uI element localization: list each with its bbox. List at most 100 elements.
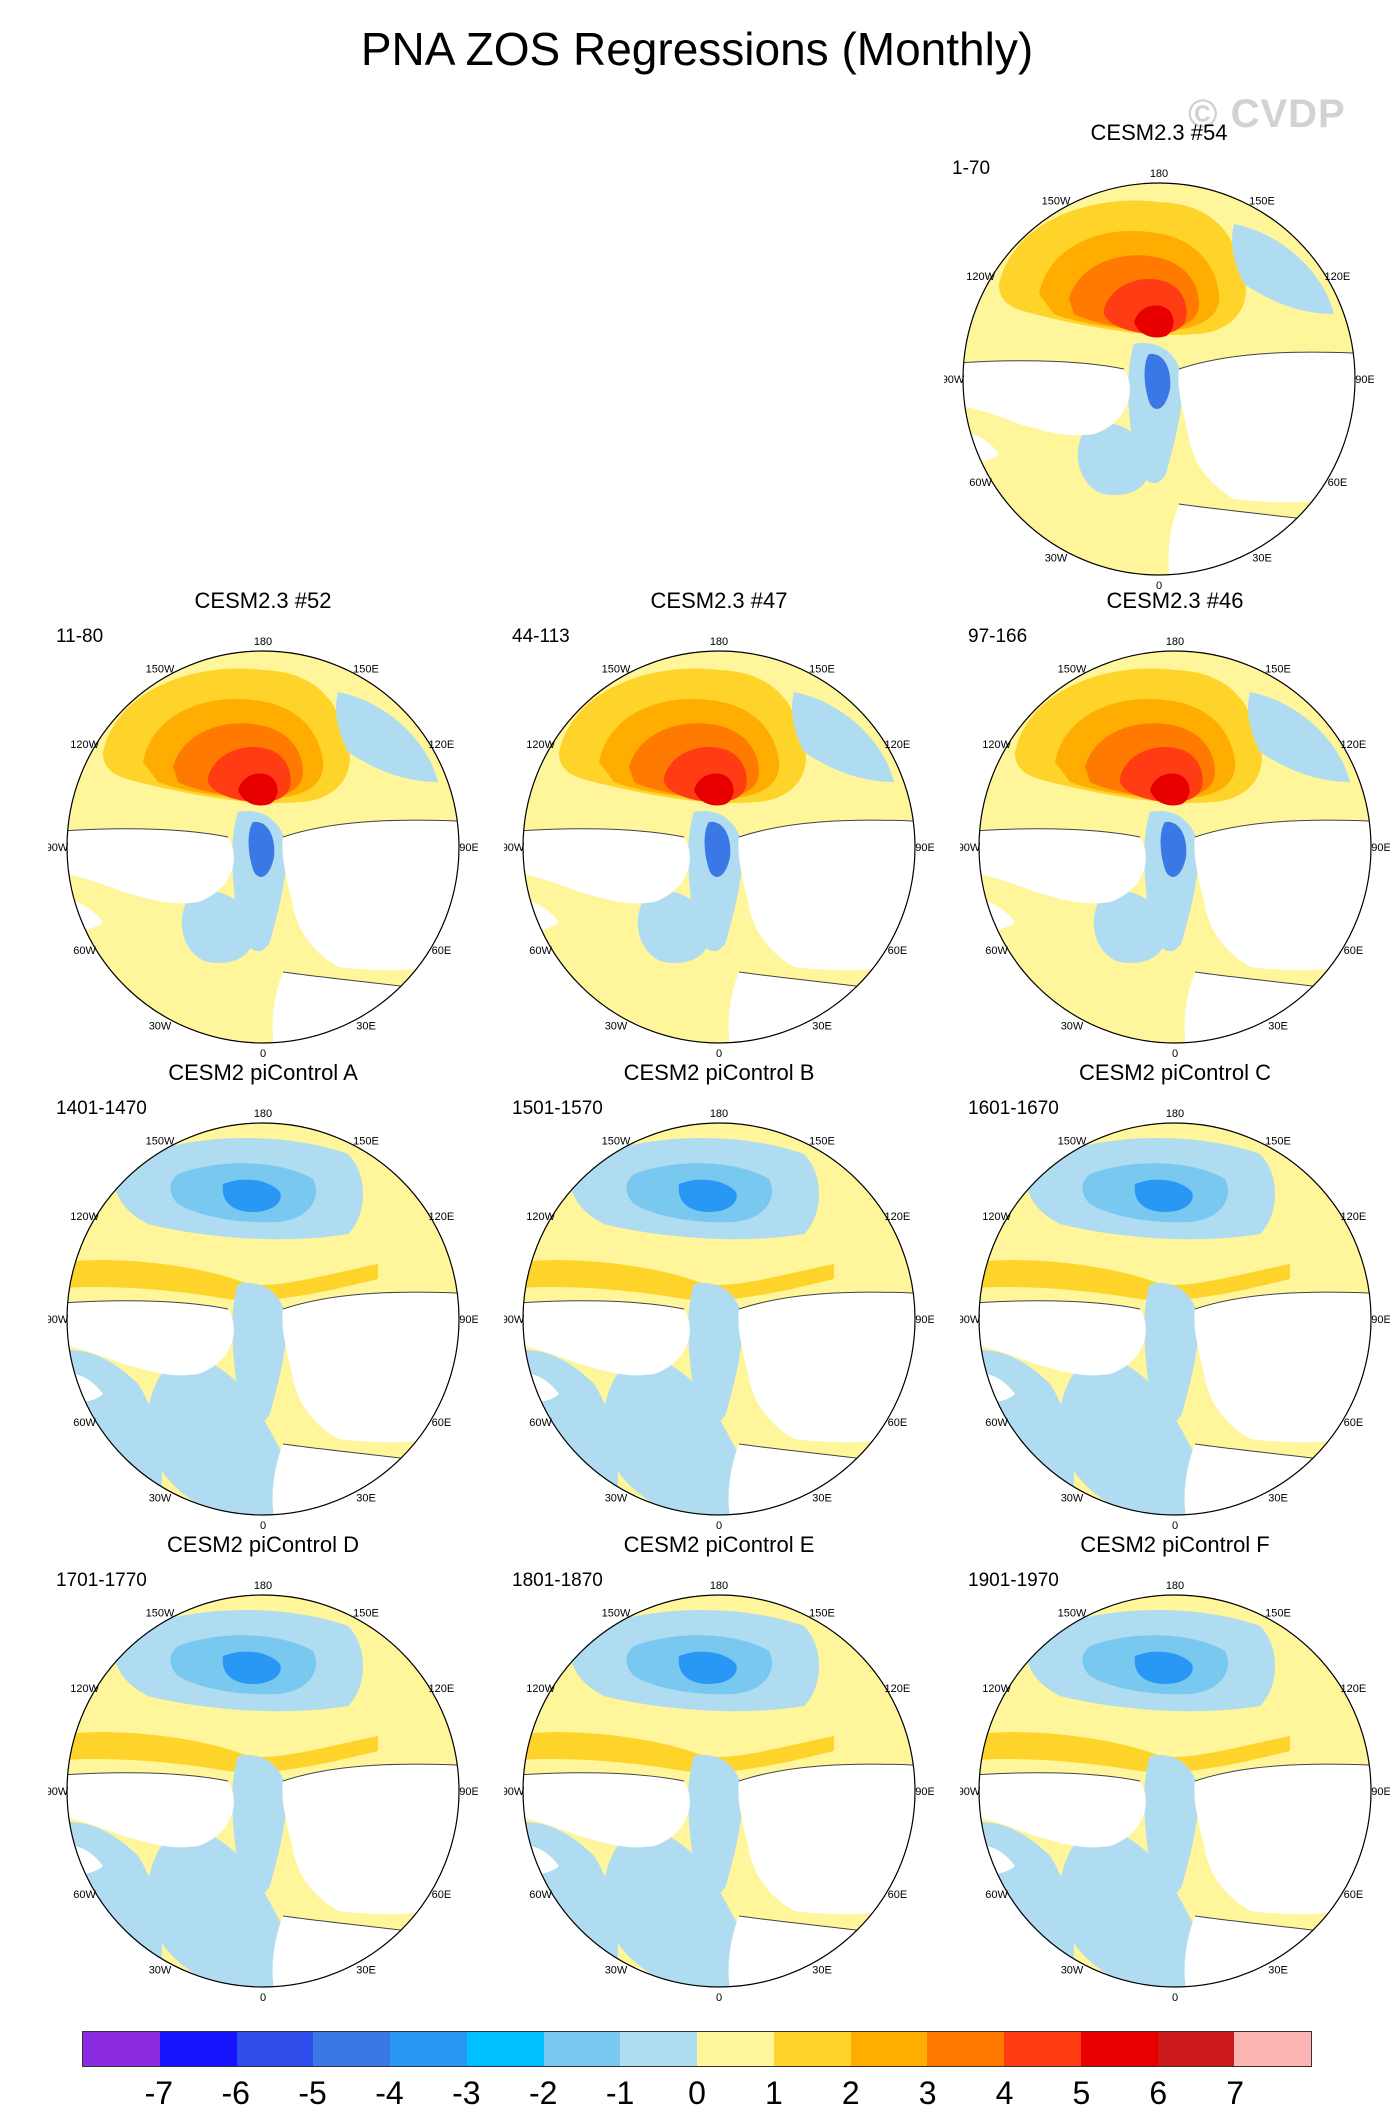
colorbar-tick-label: -7 <box>144 2075 174 2111</box>
colorbar-swatch <box>159 2032 237 2066</box>
coastlines <box>523 1763 915 1932</box>
longitude-label: 0 <box>1172 1992 1178 2004</box>
longitude-label: 120E <box>429 1211 455 1223</box>
colorbar-swatch <box>1157 2032 1235 2066</box>
atlantic-negative <box>181 891 254 963</box>
map-panel: CESM2.3 #54 1-70 180 150E 120E 90E 60E 30E 0 30W 6… <box>944 120 1374 592</box>
eurasia-land <box>282 1764 459 1915</box>
map-panel: CESM2 piControl D 1701-1770 180 150E 120E 90E… <box>48 1532 478 2004</box>
longitude-label: 180 <box>254 1108 272 1120</box>
map-boundary <box>522 1122 916 1516</box>
longitude-label: 60E <box>888 1417 908 1429</box>
ne-pacific-negative <box>336 692 438 782</box>
colorbar-swatch <box>236 2032 314 2066</box>
map-panel: CESM2 piControl B 1501-1570 180 150E 120E 90E… <box>504 1060 934 1532</box>
colorbar-tick-label: -5 <box>298 2075 327 2111</box>
coastal-positive <box>979 1732 1290 1773</box>
longitude-label: 30W <box>149 1020 172 1032</box>
colorbar-tick-label: 1 <box>764 2075 783 2111</box>
panel-year-range: 44-113 <box>512 626 570 647</box>
colorbar-tick-label: -6 <box>221 2075 250 2111</box>
polar-map: 180 150E 120E 90E 60E 30E 0 30W 60W 90W 120W 150W <box>960 1108 1390 1532</box>
longitude-label: 150E <box>809 664 835 676</box>
longitude-label: 90E <box>1355 374 1374 386</box>
colorbar-tick-label: 7 <box>1226 2075 1245 2111</box>
north-america-land <box>523 1772 690 1848</box>
longitude-label: 60E <box>1344 945 1364 957</box>
africa-land <box>1168 504 1304 575</box>
eurasia-land <box>282 1292 459 1443</box>
map-boundary <box>66 1122 460 1516</box>
map-boundary <box>978 1122 1372 1516</box>
coastlines <box>67 1763 459 1932</box>
greenland-land <box>193 855 225 890</box>
atlantic-negative <box>602 1357 764 1515</box>
longitude-label: 60E <box>888 1889 908 1901</box>
panel-title: CESM2 piControl F <box>1080 1532 1270 1557</box>
north-america-land <box>963 360 1130 436</box>
longitude-label: 120W <box>526 1211 555 1223</box>
colorbar-swatch <box>620 2032 697 2066</box>
arctic-strong-negative <box>1144 353 1171 409</box>
eurasia-land <box>282 820 459 971</box>
longitude-label: 60E <box>1344 1889 1364 1901</box>
longitude-label: 120E <box>429 739 455 751</box>
longitude-label: 30W <box>149 1492 172 1504</box>
arctic-negative <box>688 1283 743 1424</box>
longitude-label: 90E <box>915 1786 934 1798</box>
longitude-label: 60W <box>73 1889 96 1901</box>
panel-year-range: 1701-1770 <box>56 1570 147 1591</box>
longitude-label: 150E <box>809 1136 835 1148</box>
coastal-positive <box>979 1260 1290 1301</box>
africa-land <box>1184 1916 1320 1987</box>
map-panel: CESM2.3 #47 44-113 180 150E 120E 90E 60E 30E 0 30… <box>504 588 934 1060</box>
africa-land <box>1184 972 1320 1043</box>
longitude-label: 120W <box>982 1683 1011 1695</box>
longitude-label: 30E <box>1268 1492 1288 1504</box>
longitude-label: 90E <box>915 1314 934 1326</box>
panel-title: CESM2 piControl A <box>168 1060 358 1085</box>
panel-year-range: 1501-1570 <box>512 1098 603 1119</box>
panel-title: CESM2 piControl C <box>1079 1060 1271 1085</box>
panel-title: CESM2 piControl B <box>623 1060 815 1085</box>
longitude-label: 120W <box>526 739 555 751</box>
coastlines <box>963 351 1355 520</box>
pacific-core-negative <box>1134 1651 1193 1684</box>
ne-pacific-negative <box>1248 692 1350 782</box>
longitude-label: 120W <box>526 1683 555 1695</box>
longitude-label: 30E <box>1268 1020 1288 1032</box>
ne-pacific-negative <box>1232 224 1334 314</box>
arctic-negative <box>688 1755 743 1896</box>
pacific-core-negative <box>678 1651 737 1684</box>
panel-title: CESM2.3 #52 <box>194 588 332 613</box>
longitude-label: 0 <box>716 1992 722 2004</box>
colorbar-tick-label: 4 <box>995 2075 1014 2111</box>
longitude-label: 90W <box>504 842 525 854</box>
panel-title: CESM2 piControl D <box>167 1532 359 1557</box>
colorbar-swatch <box>697 2032 774 2066</box>
longitude-label: 150W <box>1058 1608 1087 1620</box>
africa-land <box>1184 1444 1320 1515</box>
longitude-label: 0 <box>716 1048 722 1060</box>
colorbar-tick-label: 0 <box>688 2075 706 2111</box>
longitude-label: 30E <box>1252 552 1272 564</box>
pacific-anomaly-6 <box>694 773 734 806</box>
longitude-label: 30E <box>812 1492 832 1504</box>
eurasia-land <box>738 1292 915 1443</box>
north-america-land <box>523 828 690 904</box>
map-boundary <box>66 650 460 1044</box>
longitude-label: 0 <box>260 1520 266 1532</box>
longitude-label: 60E <box>432 1417 452 1429</box>
longitude-label: 120W <box>70 1683 99 1695</box>
map-boundary <box>66 1594 460 1988</box>
colorbar-tick-label: 6 <box>1149 2075 1168 2111</box>
eurasia-land <box>1194 820 1371 971</box>
longitude-label: 30W <box>605 1492 628 1504</box>
map-boundary <box>978 1594 1372 1988</box>
north-america-land <box>523 1300 690 1376</box>
polar-map: 180 150E 120E 90E 60E 30E 0 30W 60W 90W 120W 150W <box>48 1580 478 2004</box>
longitude-label: 120E <box>1341 1683 1367 1695</box>
ne-pacific-negative <box>792 692 894 782</box>
colorbar-tick-label: 2 <box>841 2075 860 2111</box>
atlantic-negative <box>146 1829 308 1987</box>
